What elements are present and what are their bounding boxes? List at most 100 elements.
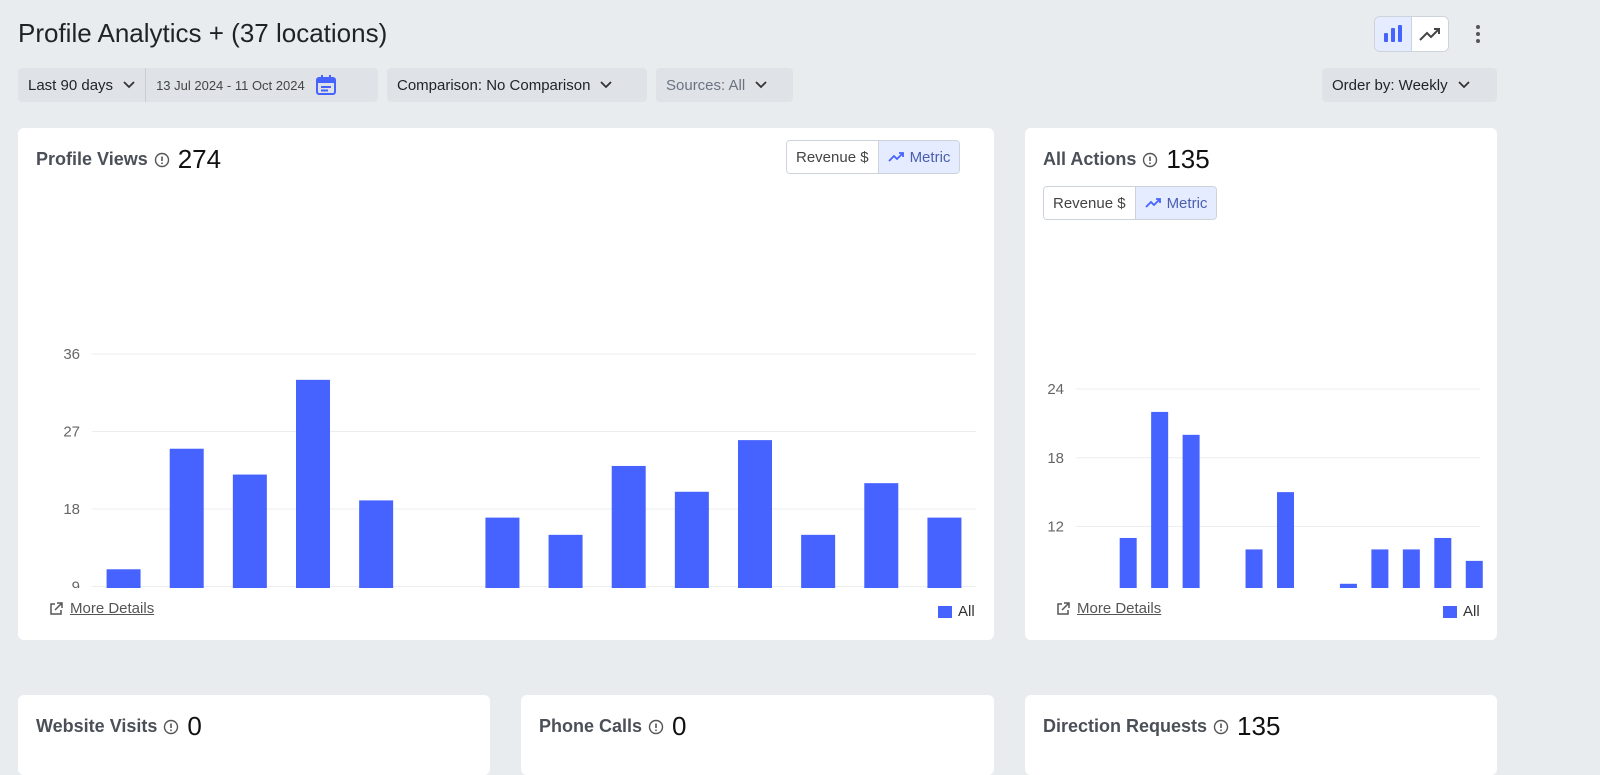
bar (801, 534, 836, 588)
phone-calls-card: Phone Calls 0 (521, 695, 994, 775)
chevron-down-icon (600, 81, 613, 89)
card-title: All Actions (1043, 149, 1137, 169)
y-tick-label: 12 (1047, 519, 1064, 536)
card-title: Direction Requests (1043, 716, 1208, 736)
chevron-down-icon (755, 81, 767, 89)
trend-line-icon (1144, 198, 1161, 208)
y-tick-label: 18 (63, 501, 80, 518)
info-icon[interactable] (154, 152, 170, 168)
bar (1182, 434, 1200, 588)
trend-line-icon (1419, 28, 1440, 41)
bar (106, 569, 141, 588)
card-header: All Actions 135 (1043, 144, 1210, 175)
info-icon[interactable] (163, 719, 179, 735)
bar (1465, 560, 1483, 588)
more-details-text: More Details (70, 600, 155, 617)
comparison-label: Comparison: No Comparison (397, 76, 591, 94)
more-options-button[interactable] (1468, 20, 1488, 48)
info-icon[interactable] (648, 719, 664, 735)
chevron-down-icon (123, 81, 135, 89)
chevron-down-icon (1457, 81, 1470, 89)
legend-swatch (938, 605, 952, 618)
comparison-select[interactable]: Comparison: No Comparison (387, 68, 647, 102)
order-by-label: Order by: Weekly (1332, 76, 1448, 94)
info-icon[interactable] (1142, 152, 1158, 168)
y-tick-label: 27 (63, 424, 80, 441)
card-header: Profile Views 274 (36, 144, 221, 175)
bar (359, 500, 394, 588)
date-range-picker[interactable]: 13 Jul 2024 - 11 Oct 2024 (146, 68, 347, 102)
profile-views-chart: 09182736Jul 13-15Oct 8-11 (63, 346, 976, 589)
revenue-metric-toggle: Revenue $ Metric (1043, 186, 1218, 220)
order-by-select[interactable]: Order by: Weekly (1322, 68, 1497, 102)
bar (864, 483, 899, 588)
bar (548, 534, 583, 588)
more-details-link[interactable]: More Details (48, 600, 154, 617)
y-tick-label: 36 (63, 346, 80, 363)
bar (1151, 411, 1169, 588)
bar (1119, 537, 1137, 588)
metric-toggle-button[interactable]: Metric (877, 141, 960, 173)
bar (1402, 549, 1420, 588)
info-icon[interactable] (1213, 719, 1229, 735)
more-details-link[interactable]: More Details (1055, 600, 1161, 617)
bar-chart-icon (1384, 25, 1402, 42)
kebab-dot (1476, 32, 1480, 36)
bar-view-button[interactable] (1375, 17, 1412, 51)
kebab-dot (1476, 39, 1480, 43)
metric-label: Metric (909, 148, 951, 166)
bar (611, 465, 646, 588)
bar (1434, 537, 1452, 588)
range-label: Last 90 days (28, 76, 114, 94)
card-title: Website Visits (36, 716, 158, 736)
range-select[interactable]: Last 90 days (18, 68, 147, 102)
bar (674, 491, 709, 588)
profile-views-card: Profile Views 274 Revenue $ Metric 09182… (18, 128, 994, 640)
revenue-toggle-button[interactable]: Revenue $ (787, 141, 878, 173)
direction-requests-card: Direction Requests 135 (1025, 695, 1497, 775)
kebab-dot (1476, 25, 1480, 29)
chart-view-toggle (1374, 16, 1449, 52)
y-tick-label: 18 (1047, 450, 1064, 467)
legend-label: All (958, 603, 975, 620)
sources-label: Sources: All (666, 76, 746, 94)
bar (1339, 583, 1357, 588)
card-value: 135 (1166, 144, 1210, 174)
y-tick-label: 9 (72, 579, 80, 589)
card-title: Profile Views (36, 149, 148, 169)
bar (927, 517, 962, 588)
bar (169, 448, 204, 588)
legend-swatch (1443, 605, 1457, 618)
card-value: 274 (177, 144, 222, 174)
sources-select[interactable]: Sources: All (656, 68, 793, 102)
card-header: Phone Calls 0 (539, 711, 687, 742)
y-tick-label: 6 (1056, 587, 1064, 588)
card-value: 135 (1237, 711, 1281, 741)
all-actions-card: All Actions 135 Revenue $ Metric 0612182… (1025, 128, 1497, 640)
website-visits-card: Website Visits 0 (18, 695, 490, 775)
metric-toggle-button[interactable]: Metric (1134, 187, 1217, 219)
revenue-toggle-button[interactable]: Revenue $ (1044, 187, 1135, 219)
legend-label: All (1463, 603, 1480, 620)
bar (738, 440, 772, 588)
external-link-icon (50, 601, 63, 615)
external-link-icon (1057, 601, 1070, 615)
page-title: Profile Analytics + (37 locations) (18, 18, 388, 48)
bar (296, 379, 330, 588)
trend-line-icon (887, 152, 904, 162)
line-view-button[interactable] (1412, 17, 1448, 51)
bar (1371, 549, 1389, 588)
y-tick-label: 24 (1047, 381, 1064, 398)
bar (1245, 549, 1263, 588)
bar (1277, 492, 1294, 588)
card-title: Phone Calls (539, 716, 643, 736)
card-value: 0 (187, 711, 202, 741)
bar (485, 517, 520, 588)
revenue-metric-toggle: Revenue $ Metric (786, 140, 961, 174)
chart-legend: All (1443, 603, 1480, 620)
bar (232, 474, 267, 588)
calendar-icon[interactable] (315, 74, 337, 96)
metric-label: Metric (1166, 194, 1208, 212)
chart-legend: All (938, 603, 975, 620)
card-header: Website Visits 0 (36, 711, 202, 742)
